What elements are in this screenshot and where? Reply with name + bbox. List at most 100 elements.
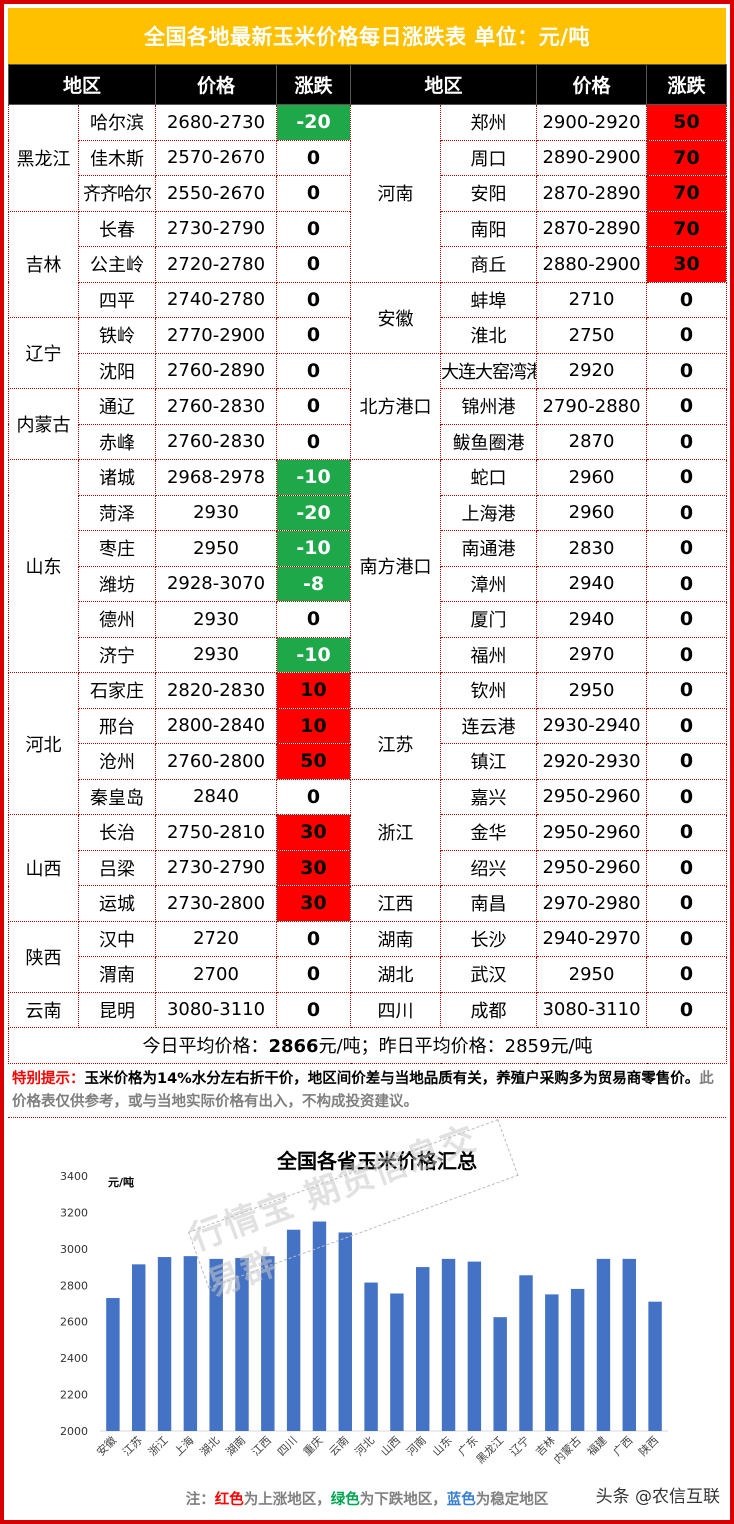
x-tick-label: 湖南 (223, 1434, 248, 1459)
region-right: 河南 (350, 104, 442, 283)
table-row: 齐齐哈尔 2550-2670 0 安阳 2870-2890 70 (9, 175, 728, 212)
price-right: 2960 (536, 494, 648, 531)
bar (364, 1282, 378, 1431)
price-left: 2968-2978 (155, 459, 278, 496)
region-right: 四川 (350, 991, 442, 1028)
change-left: 0 (276, 388, 352, 425)
city-right: 福州 (440, 636, 538, 673)
x-tick-label: 福建 (584, 1433, 609, 1458)
city-left: 哈尔滨 (77, 104, 157, 141)
bar (416, 1267, 430, 1431)
city-right: 周口 (440, 139, 538, 176)
table-row: 吉林 长春 2730-2790 0 南阳 2870-2890 70 (8, 210, 728, 318)
yesterday-avg-unit: 元/吨 (550, 1036, 593, 1058)
change-left: -10 (276, 459, 352, 496)
x-tick-label: 江西 (249, 1434, 274, 1459)
table-row: 内蒙古 通辽 2760-2830 0 锦州港 2790-2880 0 (8, 388, 728, 460)
bar (286, 1229, 301, 1431)
change-left: 0 (276, 956, 352, 993)
price-right: 2940 (536, 565, 648, 602)
x-tick-label: 陕西 (636, 1433, 661, 1458)
bar (157, 1257, 172, 1431)
price-right: 2970 (536, 636, 648, 673)
change-left: 0 (276, 352, 352, 389)
city-right: 鲅鱼圈港 (440, 423, 538, 460)
change-left: 0 (276, 778, 352, 815)
today-avg-unit: 元/吨；昨日平均价格： (318, 1036, 505, 1058)
city-left: 邢台 (77, 707, 157, 744)
price-left: 2720-2780 (155, 246, 278, 283)
price-left: 2700 (155, 956, 278, 993)
city-left: 佳木斯 (77, 139, 157, 176)
x-tick-label: 黑龙江 (474, 1434, 507, 1467)
change-right: 70 (646, 175, 728, 212)
change-left: 0 (276, 139, 352, 176)
table-row: 河北 石家庄 2820-2830 10 钦州 2950 0 (8, 672, 728, 815)
price-right: 2940-2970 (536, 920, 648, 957)
city-left: 潍坊 (77, 565, 157, 602)
change-left: 0 (276, 175, 352, 212)
bar (622, 1258, 636, 1431)
city-right: 连云港 (440, 707, 538, 744)
x-tick-label: 重庆 (300, 1433, 325, 1458)
change-right: 0 (646, 707, 728, 744)
tip-text: 玉米价格为14%水分左右折干价，地区间价差与当地品质有关，养殖户采购多为贸易商零… (84, 1071, 700, 1087)
price-left: 2730-2790 (155, 849, 278, 886)
table-row: 山东 诸城 2968-2978 -10 南方港口 蛇口 2960 0 (8, 459, 728, 673)
change-right: 0 (646, 601, 728, 638)
x-tick-label: 浙江 (146, 1434, 171, 1459)
city-right: 蚌埠 (440, 281, 538, 318)
region-right: 南方港口 (350, 459, 442, 673)
city-left: 四平 (77, 281, 157, 318)
change-right: 0 (646, 672, 728, 709)
bar (106, 1298, 120, 1431)
x-tick-label: 四川 (275, 1434, 300, 1459)
page-title: 全国各地最新玉米价格每日涨跌表 单位：元/吨 (8, 8, 726, 64)
table-row: 沈阳 2760-2890 0 北方港口 大连大窑湾港 2920 0 (9, 352, 728, 460)
city-right: 钦州 (440, 672, 538, 709)
region-right (350, 672, 442, 709)
x-tick-label: 湖北 (198, 1434, 223, 1459)
change-right: 0 (646, 494, 728, 531)
region-right: 安徽 (350, 281, 442, 354)
price-right: 2940 (536, 601, 648, 638)
tip-disclaimer: 此价格表仅供参考，或与当地实际价格有出入，不构成投资建议。 (12, 1071, 714, 1110)
change-right: 0 (646, 281, 728, 318)
price-left: 2930 (155, 494, 278, 531)
header-price-right: 价格 (536, 64, 648, 105)
change-left: 30 (276, 885, 352, 922)
city-left: 渭南 (77, 956, 157, 993)
change-left: -10 (276, 530, 352, 567)
y-tick-label: 2000 (60, 1425, 88, 1438)
region-left: 辽宁 (8, 317, 79, 389)
region-left: 内蒙古 (8, 388, 79, 460)
x-tick-label: 云南 (327, 1434, 352, 1459)
bar (648, 1301, 662, 1431)
price-right: 2880-2900 (536, 246, 648, 283)
bar (596, 1258, 611, 1431)
price-right: 2710 (536, 281, 648, 318)
change-right: 50 (646, 104, 728, 141)
price-right: 2950-2960 (536, 814, 648, 851)
bar (312, 1221, 327, 1431)
bar (338, 1232, 352, 1431)
table-row: 辽宁 铁岭 2770-2900 0 淮北 2750 0 (8, 317, 728, 389)
price-left: 2840 (155, 778, 278, 815)
city-right: 淮北 (440, 317, 538, 354)
x-tick-label: 山东 (430, 1434, 455, 1459)
price-right: 2950-2960 (536, 778, 648, 815)
change-right: 0 (646, 352, 728, 389)
city-left: 济宁 (77, 636, 157, 673)
city-right: 郑州 (440, 104, 538, 141)
region-left: 山东 (8, 459, 79, 673)
bar (493, 1317, 507, 1431)
region-left: 陕西 (8, 920, 79, 993)
table-row: 四平 2740-2780 0 安徽 蚌埠 2710 0 (9, 281, 728, 354)
table-row: 枣庄 2950 -10 南通港 2830 0 (9, 530, 728, 567)
change-right: 70 (646, 139, 728, 176)
city-left: 通辽 (77, 388, 157, 425)
today-avg-value: 2866 (268, 1036, 319, 1058)
change-right: 70 (646, 210, 728, 247)
price-right: 2950-2960 (536, 849, 648, 886)
